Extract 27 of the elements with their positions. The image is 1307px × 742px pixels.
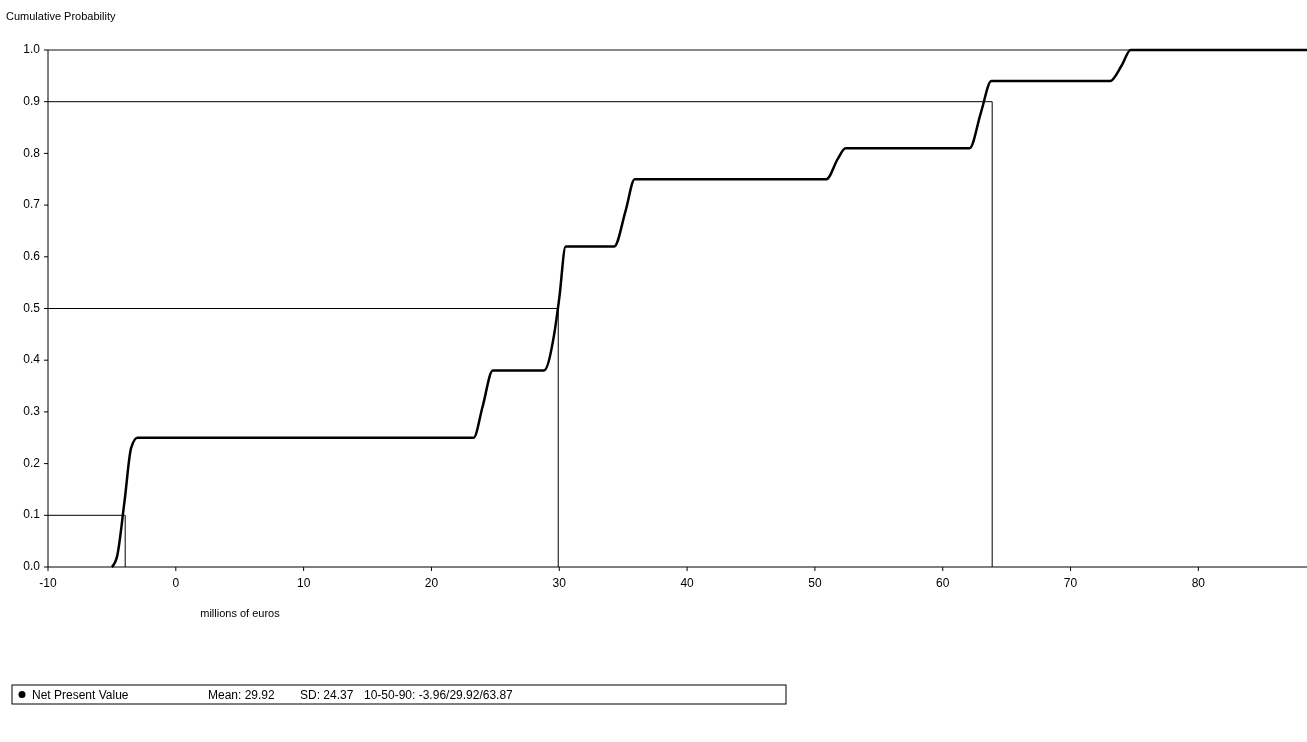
x-tick-label: 10 — [296, 576, 311, 590]
x-tick-label: -10 — [39, 576, 57, 590]
x-tick-label: 30 — [552, 576, 567, 590]
y-tick-label: 0.2 — [23, 455, 41, 470]
y-tick-label: 0.6 — [23, 248, 41, 263]
y-tick-label: 0.9 — [23, 93, 41, 108]
x-tick-label: 40 — [680, 576, 695, 590]
text: 10-50-90: -3.96/29.92/63.87 — [364, 688, 514, 702]
x-tick-label: 0 — [172, 576, 180, 590]
y-tick-label: 0.0 — [23, 559, 41, 574]
y-tick-label: 1.0 — [23, 42, 41, 57]
y-tick-label: 0.8 — [23, 145, 41, 160]
legend-label: Net Present Value — [32, 688, 129, 702]
text: SD: 24.37 — [300, 688, 354, 702]
x-tick-label: 50 — [808, 576, 822, 590]
y-tick-label: 0.4 — [23, 352, 41, 367]
y-axis-title: Cumulative Probability — [6, 10, 116, 22]
x-tick-label: 20 — [424, 576, 439, 590]
text: Mean: 29.92 — [208, 688, 276, 702]
x-tick-label: 60 — [936, 576, 950, 590]
y-tick-label: 0.7 — [23, 197, 41, 212]
y-tick-label: 0.3 — [23, 404, 41, 419]
x-axis-title: millions of euros — [200, 607, 281, 619]
y-tick-label: 0.1 — [23, 507, 41, 522]
x-tick-label: 80 — [1191, 576, 1206, 590]
x-tick-label: 70 — [1063, 576, 1078, 590]
y-tick-label: 0.5 — [23, 300, 41, 315]
